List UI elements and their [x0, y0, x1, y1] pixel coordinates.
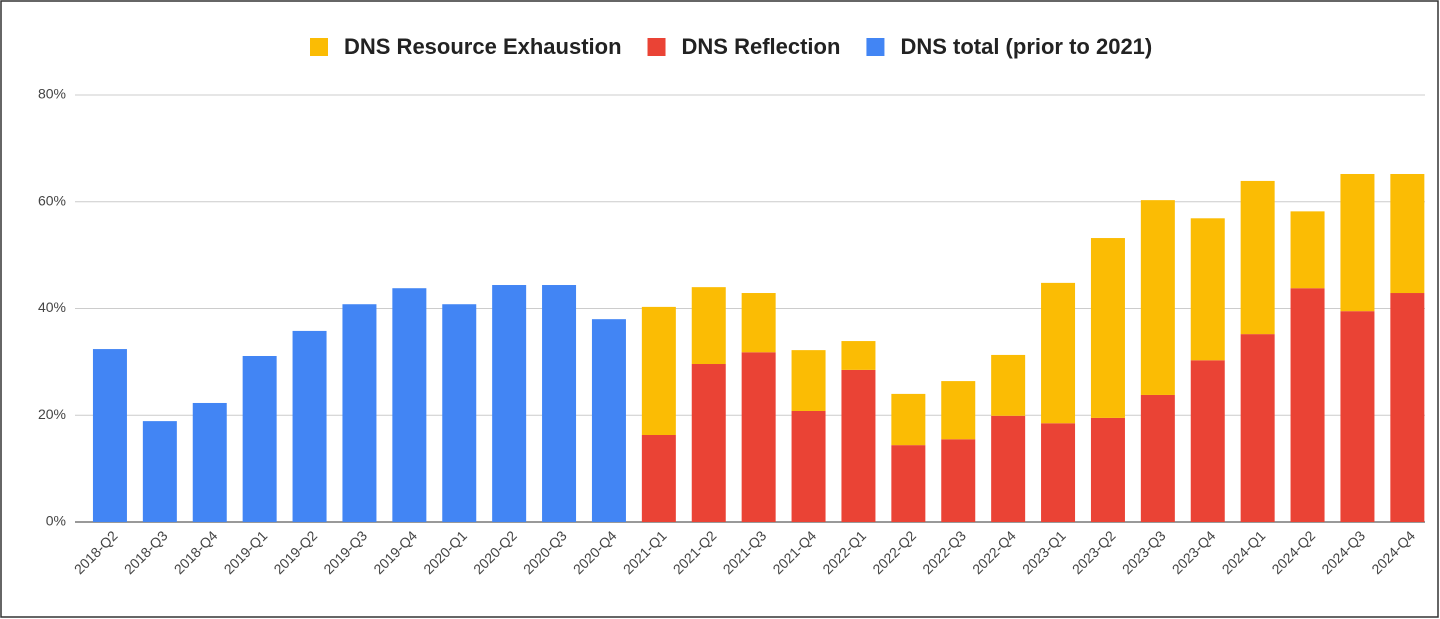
bar-segment: [841, 341, 876, 370]
bar-segment: [1090, 417, 1125, 522]
bar-segment: [641, 434, 676, 522]
legend-label: DNS Reflection: [682, 34, 841, 59]
bar-segment: [741, 352, 776, 522]
bar-segment: [891, 445, 926, 522]
bar-segment: [791, 410, 826, 522]
bar-segment: [342, 304, 377, 522]
bar-segment: [192, 402, 227, 522]
bar-segment: [542, 285, 577, 522]
bar-segment: [591, 319, 626, 522]
bar-segment: [991, 415, 1026, 522]
bar-segment: [1290, 211, 1325, 289]
bar-segment: [991, 354, 1026, 416]
bar-segment: [1140, 200, 1175, 395]
legend-swatch: [647, 38, 666, 56]
bar-segment: [1140, 394, 1175, 522]
bar-segment: [841, 369, 876, 522]
bar-segment: [941, 381, 976, 440]
bar-segment: [1041, 423, 1076, 522]
legend-swatch: [310, 38, 328, 56]
bar-segment: [691, 287, 726, 365]
bar-segment: [1340, 173, 1375, 312]
bar-segment: [492, 285, 527, 522]
bar-segment: [392, 288, 427, 522]
bar-segment: [442, 304, 477, 522]
bar-segment: [891, 393, 926, 446]
bar-segment: [791, 350, 826, 411]
bar-segment: [142, 421, 177, 522]
bar-segment: [941, 439, 976, 522]
legend-label: DNS Resource Exhaustion: [344, 34, 622, 59]
bar-segment: [1340, 311, 1375, 522]
bar-segment: [1390, 293, 1425, 522]
y-tick-label: 40%: [38, 299, 66, 315]
bar-segment: [92, 349, 127, 522]
legend-swatch: [866, 38, 885, 56]
bar-segment: [1290, 288, 1325, 522]
y-tick-label: 60%: [38, 192, 66, 208]
bar-segment: [691, 364, 726, 522]
bar-segment: [641, 306, 676, 435]
bar-segment: [1190, 218, 1225, 361]
bar-segment: [1041, 282, 1076, 424]
y-tick-label: 20%: [38, 406, 66, 422]
y-tick-label: 0%: [46, 513, 66, 529]
bar-segment: [242, 356, 277, 522]
legend-label: DNS total (prior to 2021): [900, 34, 1152, 59]
bar-segment: [1240, 334, 1275, 522]
bar-segment: [741, 293, 776, 353]
bar-segment: [1190, 360, 1225, 522]
bar-segment: [1090, 238, 1125, 418]
y-tick-label: 80%: [38, 86, 66, 102]
bar-segment: [1240, 180, 1275, 335]
bar-segment: [1390, 173, 1425, 294]
bar-segment: [292, 330, 327, 522]
